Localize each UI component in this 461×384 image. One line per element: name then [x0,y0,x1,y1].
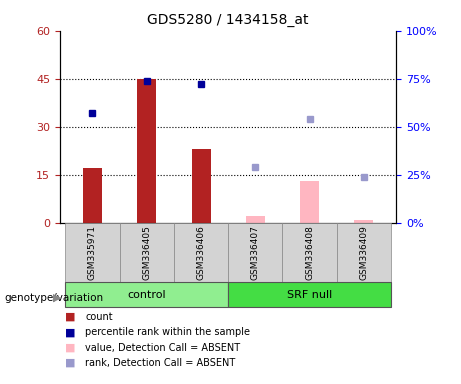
Text: ▶: ▶ [53,293,61,303]
Bar [65,223,120,282]
Text: ■: ■ [65,327,75,337]
Text: ■: ■ [65,343,75,353]
Text: genotype/variation: genotype/variation [5,293,104,303]
Bar [192,149,211,223]
Text: percentile rank within the sample: percentile rank within the sample [85,327,250,337]
Text: GSM336405: GSM336405 [142,225,151,280]
Text: GSM336406: GSM336406 [196,225,206,280]
Title: GDS5280 / 1434158_at: GDS5280 / 1434158_at [148,13,309,27]
Bar [246,216,265,223]
Bar [174,223,228,282]
Bar [228,223,283,282]
Bar [283,223,337,282]
Text: ■: ■ [65,358,75,368]
Text: value, Detection Call = ABSENT: value, Detection Call = ABSENT [85,343,240,353]
Text: GSM336408: GSM336408 [305,225,314,280]
Bar [65,282,228,307]
Text: SRF null: SRF null [287,290,332,300]
Text: rank, Detection Call = ABSENT: rank, Detection Call = ABSENT [85,358,236,368]
Text: GSM336409: GSM336409 [360,225,368,280]
Bar [300,181,319,223]
Text: control: control [127,290,166,300]
Text: ■: ■ [65,312,75,322]
Bar [228,282,391,307]
Bar [355,220,373,223]
Bar [137,79,156,223]
Bar [337,223,391,282]
Text: GSM335971: GSM335971 [88,225,97,280]
Text: count: count [85,312,113,322]
Text: GSM336407: GSM336407 [251,225,260,280]
Bar [120,223,174,282]
Bar [83,168,102,223]
